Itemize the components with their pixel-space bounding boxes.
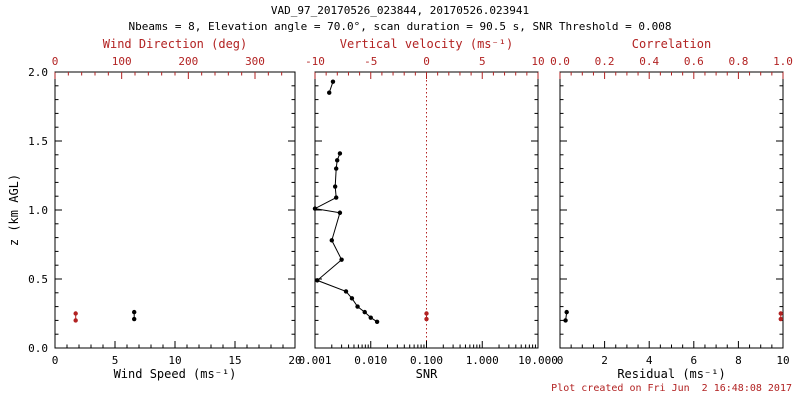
svg-text:0.2: 0.2 — [595, 55, 615, 68]
svg-text:0.0: 0.0 — [550, 55, 570, 68]
svg-text:-10: -10 — [305, 55, 325, 68]
svg-text:300: 300 — [245, 55, 265, 68]
svg-text:1.000: 1.000 — [466, 354, 499, 367]
svg-text:0.010: 0.010 — [354, 354, 387, 367]
x-axis-title-snr: SNR — [415, 367, 438, 381]
svg-text:0: 0 — [52, 55, 59, 68]
svg-text:1.0: 1.0 — [773, 55, 793, 68]
svg-text:0.4: 0.4 — [639, 55, 659, 68]
svg-text:1.5: 1.5 — [28, 135, 48, 148]
svg-text:6: 6 — [690, 354, 697, 367]
svg-text:0: 0 — [557, 354, 564, 367]
top-axis-title-vertical-velocity: Vertical velocity (ms⁻¹) — [339, 37, 514, 51]
svg-text:1.0: 1.0 — [28, 204, 48, 217]
svg-text:0.6: 0.6 — [684, 55, 704, 68]
svg-text:200: 200 — [178, 55, 198, 68]
svg-text:10: 10 — [168, 354, 181, 367]
svg-text:4: 4 — [646, 354, 653, 367]
x-axis-title-wind-speed: Wind Speed (ms⁻¹) — [113, 367, 237, 381]
top-axis-title-correlation: Correlation — [631, 37, 712, 51]
svg-text:0: 0 — [52, 354, 59, 367]
svg-text:0.8: 0.8 — [728, 55, 748, 68]
svg-text:10: 10 — [531, 55, 544, 68]
svg-text:5: 5 — [479, 55, 486, 68]
svg-text:0.0: 0.0 — [28, 342, 48, 355]
svg-text:15: 15 — [228, 354, 241, 367]
svg-text:-5: -5 — [364, 55, 377, 68]
top-axis-title-wind-direction: Wind Direction (deg) — [102, 37, 248, 51]
svg-text:8: 8 — [735, 354, 742, 367]
plot-created-timestamp: Plot created on Fri Jun 2 16:48:08 2017 — [551, 383, 792, 394]
svg-text:2.0: 2.0 — [28, 66, 48, 79]
svg-text:0.100: 0.100 — [410, 354, 443, 367]
svg-text:100: 100 — [112, 55, 132, 68]
svg-text:10: 10 — [776, 354, 789, 367]
plot-title: VAD_97_20170526_023844, 20170526.023941 — [270, 4, 530, 17]
svg-text:0.5: 0.5 — [28, 273, 48, 286]
svg-text:10.000: 10.000 — [518, 354, 558, 367]
svg-text:20: 20 — [288, 354, 301, 367]
svg-text:0: 0 — [423, 55, 430, 68]
plot-subtitle: Nbeams = 8, Elevation angle = 70.0°, sca… — [128, 20, 672, 33]
x-axis-title-residual: Residual (ms⁻¹) — [617, 367, 726, 381]
svg-text:5: 5 — [112, 354, 119, 367]
svg-text:0.001: 0.001 — [298, 354, 331, 367]
svg-text:2: 2 — [601, 354, 608, 367]
